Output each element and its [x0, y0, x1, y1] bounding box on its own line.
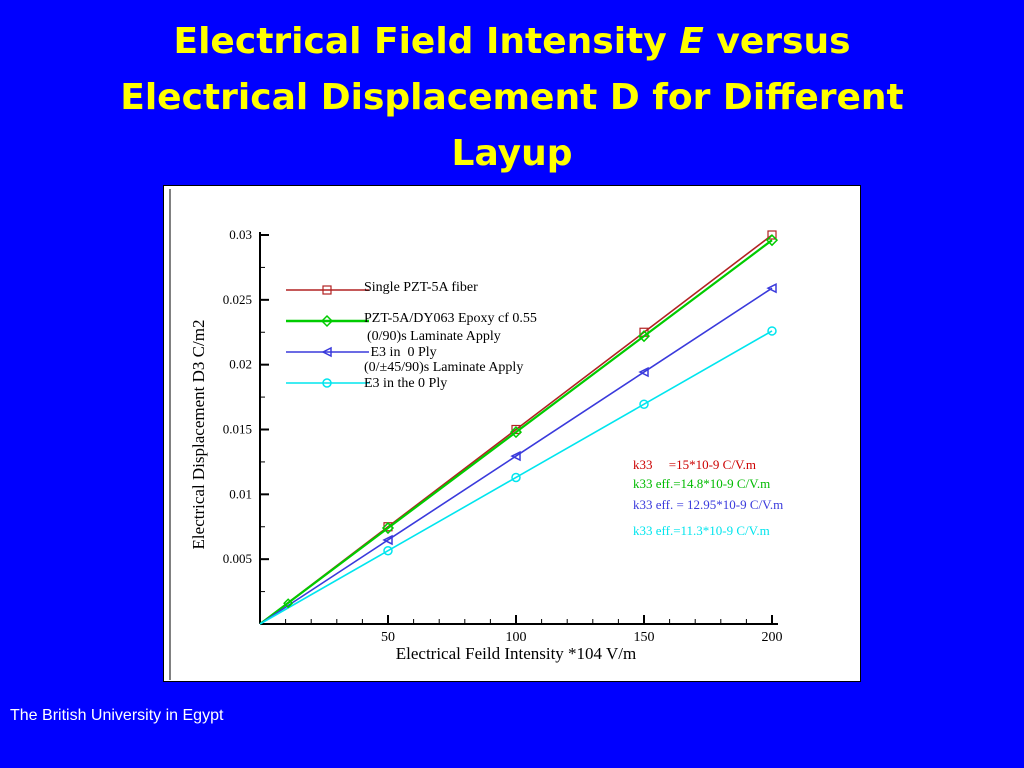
triangle-marker: [510, 450, 521, 462]
title-italic-e: E: [679, 21, 704, 62]
legend-label-line: E3 in 0 Ply: [367, 345, 437, 360]
legend-label-line: E3 in the 0 Ply: [364, 376, 447, 391]
series-line: [259, 287, 773, 625]
x-tick-label: 150: [634, 630, 655, 645]
x-tick-label: 50: [381, 630, 395, 645]
chart-frame: 0.005 0.01 0.015 0.02 0.025 0.03 50 100 150 200 El…: [163, 185, 861, 682]
footer-text: The British University in Egypt: [10, 707, 224, 724]
legend-label: Single PZT-5A fiber: [364, 280, 478, 295]
diamond-marker: [637, 330, 651, 343]
legend-label: (0/90)s Laminate Apply E3 in 0 Ply: [367, 329, 501, 360]
title-line-3: Layup: [451, 133, 573, 174]
title-line-1: Electrical Field Intensity E versus: [0, 14, 1024, 70]
series-2: [259, 234, 779, 625]
triangle-marker: [321, 346, 332, 358]
circle-marker: [639, 399, 649, 409]
legend-label-line: (0/90)s Laminate Apply: [367, 329, 501, 344]
y-tick-label: 0.015: [223, 422, 252, 437]
legend-label: (0/±45/90)s Laminate Apply E3 in the 0 Pl…: [364, 360, 523, 391]
annotation-4: k33 eff.=11.3*10-9 C/V.m: [633, 523, 770, 538]
y-tick-label: 0.01: [229, 486, 252, 501]
triangle-marker: [382, 534, 393, 546]
circle-marker: [383, 545, 393, 556]
triangle-marker: [638, 366, 649, 378]
diamond-marker: [283, 598, 294, 609]
annotation-3: k33 eff. = 12.95*10-9 C/V.m: [633, 497, 783, 512]
annotation-1: k33 =15*10-9 C/V.m: [633, 457, 756, 472]
y-tick-label: 0.03: [229, 227, 252, 242]
title-line-2: Electrical Displacement D for Different: [120, 77, 904, 118]
diamond-marker: [509, 426, 523, 439]
line-chart: 0.005 0.01 0.015 0.02 0.025 0.03 50 100 150 200 El…: [169, 189, 783, 680]
title-part-2: versus: [703, 21, 851, 62]
square-marker: [322, 285, 332, 295]
diamond-marker: [765, 234, 779, 247]
square-marker: [767, 230, 777, 240]
legend-item-2: PZT-5A/DY063 Epoxy cf 0.55: [286, 311, 537, 328]
legend-label-line: Single PZT-5A fiber: [364, 280, 478, 295]
axes: 0.005 0.01 0.015 0.02 0.025 0.03 50 100 150 200 El…: [189, 227, 783, 663]
circle-marker: [511, 472, 521, 483]
legend-label-line: (0/±45/90)s Laminate Apply: [364, 360, 523, 375]
slide-title: Electrical Field Intensity E versus Elec…: [0, 14, 1024, 182]
series-3: [259, 282, 777, 625]
diamond-marker: [320, 314, 334, 328]
legend-label: PZT-5A/DY063 Epoxy cf 0.55: [364, 311, 537, 326]
series-layer: [259, 230, 779, 625]
series-4: [259, 326, 777, 625]
series-line: [259, 330, 773, 625]
x-tick-label: 100: [506, 630, 527, 645]
x-axis-label: Electrical Feild Intensity *104 V/m: [396, 644, 636, 663]
y-tick-label: 0.02: [229, 357, 252, 372]
title-part-1: Electrical Field Intensity: [173, 21, 680, 62]
y-tick-label: 0.005: [223, 551, 252, 566]
x-tick-label: 200: [762, 630, 783, 645]
series-line: [259, 239, 773, 625]
legend-item-3: (0/90)s Laminate Apply E3 in 0 Ply: [286, 329, 501, 360]
legend: Single PZT-5A fiber PZT-5A/DY063 Epoxy cf…: [286, 280, 537, 391]
legend-label-line: PZT-5A/DY063 Epoxy cf 0.55: [364, 311, 537, 326]
y-tick-label: 0.025: [223, 292, 252, 307]
triangle-marker: [766, 282, 777, 294]
legend-item-1: Single PZT-5A fiber: [286, 280, 478, 295]
legend-item-4: (0/±45/90)s Laminate Apply E3 in the 0 Pl…: [286, 360, 523, 391]
circle-marker: [322, 378, 332, 388]
annotation-2: k33 eff.=14.8*10-9 C/V.m: [633, 476, 770, 491]
diamond-marker: [381, 521, 395, 535]
circle-marker: [767, 326, 777, 336]
y-axis-label: Electrical Displacement D3 C/m2: [189, 320, 208, 550]
annotations: k33 =15*10-9 C/V.m k33 eff.=14.8*10-9 C/V…: [633, 457, 783, 538]
